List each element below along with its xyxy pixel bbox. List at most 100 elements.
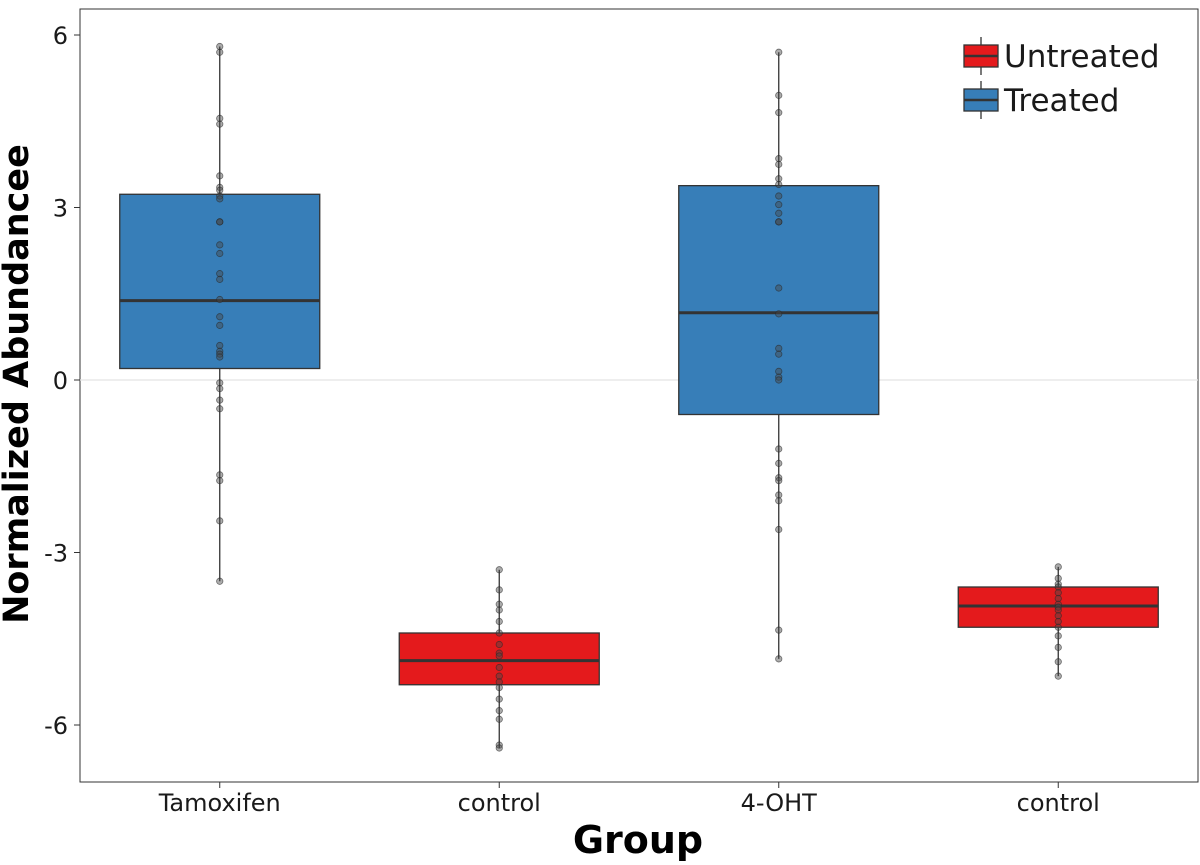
legend-label: Treated [1003,83,1119,119]
y-axis: -6 -3 0 3 6 [44,22,80,740]
data-point [775,201,783,209]
data-point [216,321,224,329]
data-point [775,655,783,663]
data-point [216,313,224,321]
data-point [1054,583,1062,591]
data-point [1054,617,1062,626]
data-point [1054,594,1062,603]
data-point [495,600,503,608]
data-point [775,376,783,384]
data-point [775,284,783,292]
x-axis-title: Group [573,818,703,862]
data-point [1054,574,1062,582]
y-tick-label: 6 [53,22,68,50]
data-point [495,617,503,626]
data-point [216,477,224,485]
data-point [775,192,783,200]
x-tick-label: control [1017,789,1100,817]
x-tick-label: Tamoxifen [158,789,281,817]
data-point [495,678,503,686]
data-point [216,270,224,278]
legend-entry-untreated: Untreated [963,37,1160,75]
data-point [1054,612,1062,620]
data-point [1054,589,1062,597]
y-tick-label: -3 [44,540,68,568]
y-tick-label: -6 [44,712,68,740]
data-point [216,577,224,585]
data-point [495,640,503,649]
data-point [495,606,503,614]
data-point [1054,658,1062,666]
x-tick-label: control [458,789,541,817]
data-point [495,586,503,594]
data-point [495,629,503,637]
box-4-untreated [957,563,1159,680]
data-point [216,218,224,226]
data-point [775,497,783,505]
data-point [495,663,503,672]
data-point [216,241,224,249]
data-point [775,525,783,534]
data-point [775,180,783,189]
data-point [775,48,783,56]
data-point [1054,672,1062,680]
y-tick-label: 0 [53,367,68,395]
data-point [216,186,224,194]
data-point [216,42,224,51]
data-point [775,477,783,485]
box-2-untreated [398,566,600,752]
data-point [775,155,783,163]
data-point [775,459,783,467]
plot-background [79,8,1199,783]
data-point [216,295,224,304]
data-point [775,175,783,183]
data-point [775,109,783,117]
data-point [1054,623,1062,631]
legend: Untreated Treated [963,37,1160,119]
data-point [775,218,783,226]
data-point [775,209,783,217]
data-point [216,195,224,203]
data-point [216,48,224,56]
data-point [495,566,503,574]
y-axis-title: Normalized Abundancee [0,144,37,624]
data-point [775,310,783,318]
data-point [216,249,224,258]
box-3-treated [678,48,880,663]
data-point [216,114,224,122]
data-point [216,517,224,525]
box-1-treated [119,42,321,585]
data-point [495,715,503,723]
box-iqr [119,193,321,370]
data-point [495,744,503,752]
box-iqr [678,184,880,416]
data-point [216,353,224,361]
data-point [775,626,783,634]
data-point [216,379,224,387]
data-point [216,471,224,479]
data-point [216,275,224,283]
x-axis: Tamoxifen control 4-OHT control [158,782,1100,817]
data-point [495,707,503,715]
data-point [775,367,783,375]
data-point [216,405,224,413]
data-point [775,350,783,358]
data-point [216,396,224,404]
data-point [775,491,783,499]
data-point [495,695,503,703]
data-point [495,672,503,680]
data-point [216,385,224,393]
data-point [1054,606,1062,614]
data-point [216,341,224,350]
y-tick-label: 3 [53,195,68,223]
data-point [495,652,503,660]
x-tick-label: 4-OHT [741,789,818,817]
data-point [1054,563,1062,571]
data-point [216,172,224,180]
data-point [1054,632,1062,640]
data-point [775,344,783,352]
data-point [495,684,503,692]
box-series [119,42,1159,752]
data-point [775,445,783,453]
